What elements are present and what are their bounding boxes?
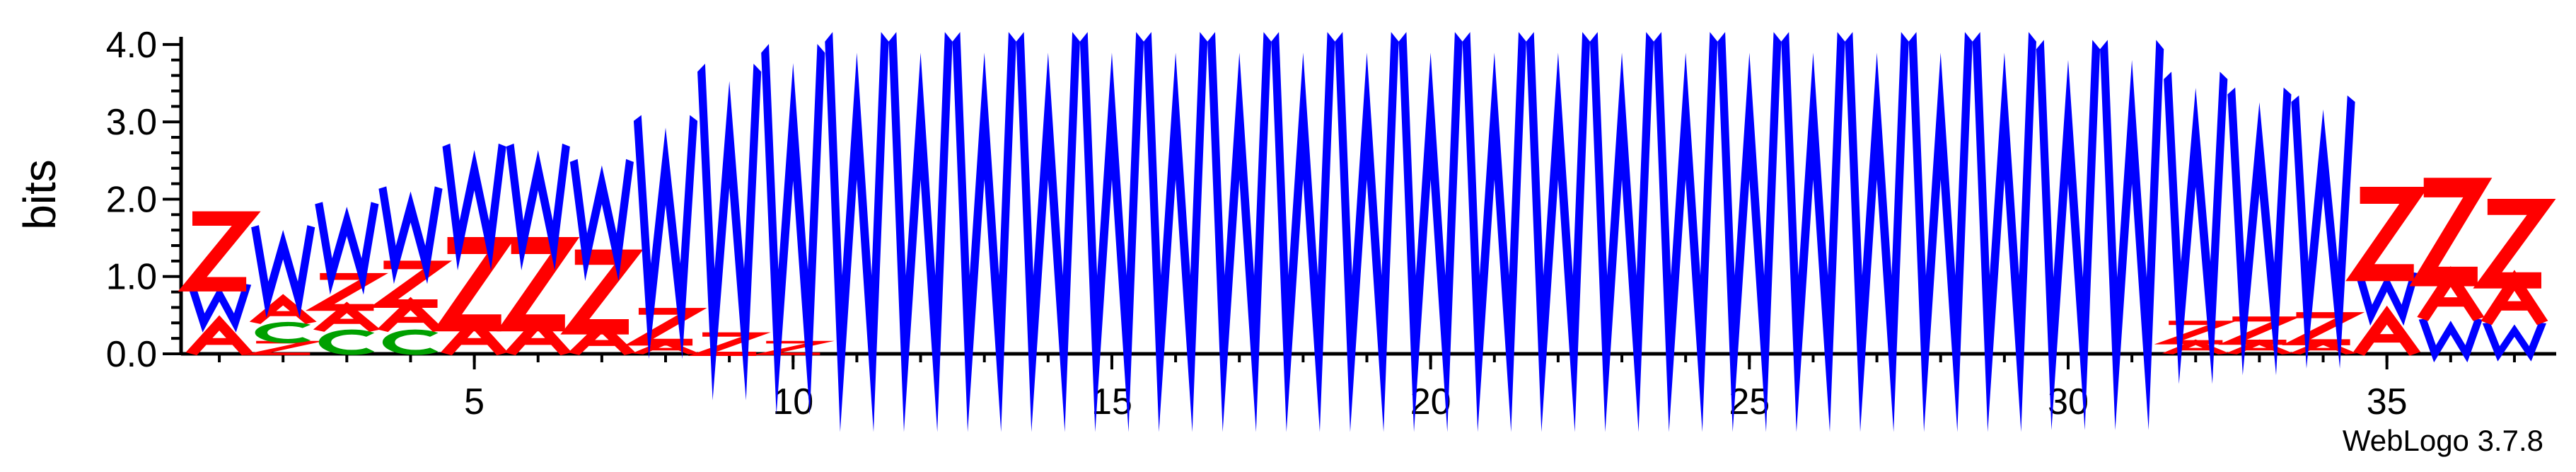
logo-letter-w — [1654, 32, 1718, 432]
logo-letter-w — [2100, 40, 2164, 430]
logo-letter-w — [952, 32, 1016, 432]
logo-letter-z — [497, 237, 580, 332]
y-tick-label: 4.0 — [106, 25, 157, 66]
logo-letter-w — [1526, 32, 1590, 432]
logo-stacks — [178, 32, 2556, 432]
logo-letter-w — [187, 283, 252, 333]
logo-letter-w — [1271, 32, 1335, 432]
y-axis-label: bits — [14, 159, 65, 230]
logo-letter-c — [318, 329, 375, 355]
logo-letter-z — [2409, 178, 2493, 287]
logo-letter-c — [255, 321, 311, 343]
logo-letter-z — [369, 260, 453, 308]
logo-letter-w — [1079, 32, 1144, 432]
logo-letter-c — [382, 329, 439, 355]
logo-letter-z — [433, 237, 516, 332]
logo-letter-w — [2291, 95, 2355, 369]
logo-letter-w — [1462, 32, 1526, 432]
logo-letter-w — [1908, 32, 1973, 432]
logo-letter-z — [2217, 316, 2301, 345]
logo-letter-w — [697, 64, 762, 401]
logo-letter-w — [442, 143, 506, 271]
x-tick-label: 5 — [464, 381, 485, 422]
logo-letter-w — [569, 159, 634, 282]
logo-letter-w — [1717, 32, 1782, 432]
x-tick-label: 25 — [1729, 381, 1770, 422]
logo-letter-z — [687, 332, 771, 357]
logo-letter-w — [2355, 272, 2419, 326]
logo-letter-z — [305, 272, 388, 311]
logo-letter-z — [178, 211, 261, 292]
weblogo-credit: WebLogo 3.7.8 — [2342, 424, 2543, 457]
logo-letter-a — [2353, 305, 2421, 356]
logo-letter-w — [1972, 32, 2036, 432]
logo-letter-w — [1845, 32, 1909, 432]
logo-letter-w — [888, 32, 953, 432]
logo-letter-z — [560, 249, 644, 335]
logo-letter-w — [251, 225, 315, 318]
logo-letter-z — [624, 308, 707, 346]
logo-letter-w — [2036, 40, 2101, 430]
logo-letter-a — [249, 294, 317, 324]
logo-letter-w — [378, 186, 443, 284]
y-tick-label: 1.0 — [106, 257, 157, 298]
logo-letter-w — [1781, 32, 1845, 432]
logo-letter-a — [185, 315, 253, 356]
logo-letter-z — [751, 340, 835, 355]
logo-letter-z — [2345, 186, 2429, 282]
logo-letter-w — [1335, 32, 1399, 432]
x-tick-label: 35 — [2367, 381, 2408, 422]
logo-letter-w — [1207, 32, 1272, 432]
y-tick-label: 0.0 — [106, 334, 157, 375]
logo-letter-z — [2473, 198, 2556, 289]
y-axis: 0.0 1.0 2.0 3.0 4.0 — [106, 25, 183, 375]
logo-letter-w — [1589, 32, 1654, 432]
x-tick-label: 20 — [1410, 381, 1451, 422]
logo-letter-w — [1016, 32, 1080, 432]
y-tick-label: 3.0 — [106, 102, 157, 143]
logo-letter-a — [313, 301, 381, 332]
y-tick-label: 2.0 — [106, 179, 157, 220]
logo-letter-w — [2164, 71, 2228, 384]
x-tick-label: 15 — [1091, 381, 1132, 422]
logo-letter-w — [315, 202, 379, 295]
logo-letter-w — [633, 115, 698, 359]
logo-letter-w — [761, 44, 825, 415]
logo-letter-z — [2154, 321, 2237, 345]
logo-letter-w — [506, 143, 570, 271]
logo-letter-w — [2418, 318, 2483, 363]
logo-letter-z — [2281, 312, 2365, 345]
x-axis: 5 10 15 20 25 30 35 — [181, 352, 2556, 422]
logo-letter-w — [2482, 322, 2547, 362]
x-tick-label: 30 — [2048, 381, 2089, 422]
logo-letter-w — [825, 32, 889, 432]
x-tick-label: 10 — [772, 381, 813, 422]
logo-letter-w — [2227, 87, 2292, 376]
logo-letter-w — [1398, 32, 1463, 432]
logo-letter-w — [1144, 32, 1208, 432]
